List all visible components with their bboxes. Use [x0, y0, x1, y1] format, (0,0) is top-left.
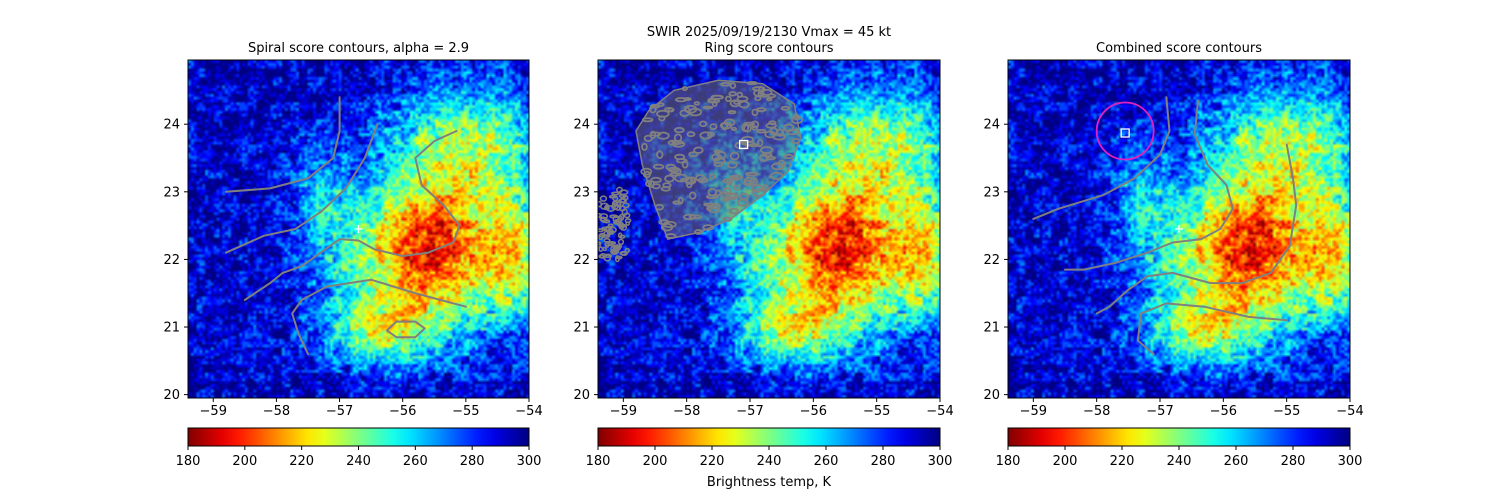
score-contour — [291, 278, 467, 356]
colorbar-tick-label: 200 — [1053, 454, 1078, 469]
combined-circle — [1095, 101, 1155, 161]
colorbar-tick-label: 200 — [643, 454, 668, 469]
score-contour — [243, 130, 461, 301]
x-tick-label: −59 — [610, 404, 637, 419]
colorbar-tick-label: 220 — [1110, 454, 1135, 469]
score-contour — [224, 96, 341, 193]
y-tick-label: 24 — [983, 118, 1000, 133]
colorbar-tick-label: 220 — [289, 454, 314, 469]
colorbar-tick-label: 280 — [1281, 454, 1306, 469]
score-contour — [1064, 99, 1234, 271]
x-tick-label: −59 — [200, 404, 227, 419]
colorbar-tick-label: 220 — [700, 454, 725, 469]
x-tick-label: −56 — [389, 404, 416, 419]
y-tick-label: 23 — [163, 185, 180, 200]
x-tick-label: −57 — [326, 404, 353, 419]
colorbar — [1007, 427, 1351, 447]
colorbar — [187, 427, 530, 447]
axes-frame — [187, 59, 530, 399]
colorbar-tick-label: 180 — [996, 454, 1021, 469]
y-tick-label: 22 — [163, 253, 180, 268]
axes-frame — [597, 59, 941, 399]
panel-title: Ring score contours — [704, 41, 833, 56]
y-tick-label: 20 — [163, 388, 180, 403]
panel-title: Combined score contours — [1096, 41, 1262, 56]
center-plus-marker — [354, 225, 363, 233]
colorbar-tick-label: 300 — [1338, 454, 1363, 469]
colorbar-tick-label: 240 — [346, 454, 371, 469]
score-contour — [1095, 143, 1298, 315]
panel-2: −59 −58 −57 −56 −55 −54 20 21 22 23 24 Ring score c… — [573, 41, 953, 469]
ring-center-marker — [1120, 128, 1130, 138]
x-tick-label: −54 — [1336, 404, 1363, 419]
center-plus-marker — [1175, 225, 1183, 233]
ring-score-contours — [598, 79, 804, 263]
colorbar-tick-label: 200 — [232, 454, 257, 469]
colorbar-tick-label: 300 — [928, 454, 953, 469]
y-tick-label: 23 — [573, 185, 590, 200]
y-tick-label: 21 — [163, 321, 180, 336]
score-contour — [385, 320, 426, 339]
panel-1: −59 −58 −57 −56 −55 −54 20 21 22 23 24 Spiral score… — [163, 41, 542, 469]
y-tick-label: 22 — [983, 253, 1000, 268]
y-tick-label: 23 — [983, 185, 1000, 200]
colorbar-tick-label: 260 — [1224, 454, 1249, 469]
axes-frame — [1007, 59, 1351, 399]
score-contour — [1136, 302, 1288, 356]
colorbar-tick-label: 240 — [1167, 454, 1192, 469]
y-tick-label: 24 — [163, 118, 180, 133]
x-tick-label: −58 — [1083, 404, 1110, 419]
figure-suptitle: SWIR 2025/09/19/2130 Vmax = 45 kt — [647, 25, 891, 40]
y-tick-label: 20 — [983, 388, 1000, 403]
contour-layer — [1032, 96, 1298, 356]
x-tick-label: −55 — [1273, 404, 1300, 419]
x-tick-label: −54 — [926, 404, 953, 419]
x-tick-label: −58 — [263, 404, 290, 419]
y-tick-label: 24 — [573, 118, 590, 133]
x-tick-label: −58 — [673, 404, 700, 419]
score-contour — [1032, 96, 1171, 220]
y-tick-label: 21 — [983, 321, 1000, 336]
colorbar-tick-label: 260 — [403, 454, 428, 469]
colorbar-tick-label: 240 — [757, 454, 782, 469]
y-tick-label: 22 — [573, 253, 590, 268]
contour-layer — [224, 96, 467, 356]
x-tick-label: −56 — [800, 404, 827, 419]
x-tick-label: −56 — [1210, 404, 1237, 419]
y-tick-label: 20 — [573, 388, 590, 403]
ring-center-marker — [739, 139, 749, 150]
x-tick-label: −55 — [863, 404, 890, 419]
colorbar-tick-label: 280 — [460, 454, 485, 469]
x-tick-label: −57 — [736, 404, 763, 419]
panel-title: Spiral score contours, alpha = 2.9 — [248, 41, 469, 56]
contour-layer — [598, 79, 804, 263]
colorbar-label: Brightness temp, K — [707, 475, 832, 490]
colorbar-tick-label: 280 — [871, 454, 896, 469]
x-tick-label: −57 — [1146, 404, 1173, 419]
x-tick-label: −55 — [452, 404, 479, 419]
colorbar-tick-label: 300 — [517, 454, 542, 469]
score-contour — [224, 123, 379, 254]
colorbar-tick-label: 260 — [814, 454, 839, 469]
panel-3: −59 −58 −57 −56 −55 −54 20 21 22 23 24 Combined sco… — [983, 41, 1363, 469]
colorbar — [597, 427, 941, 447]
x-tick-label: −59 — [1020, 404, 1047, 419]
colorbar-tick-label: 180 — [176, 454, 201, 469]
x-tick-label: −54 — [515, 404, 542, 419]
colorbar-tick-label: 180 — [586, 454, 611, 469]
y-tick-label: 21 — [573, 321, 590, 336]
